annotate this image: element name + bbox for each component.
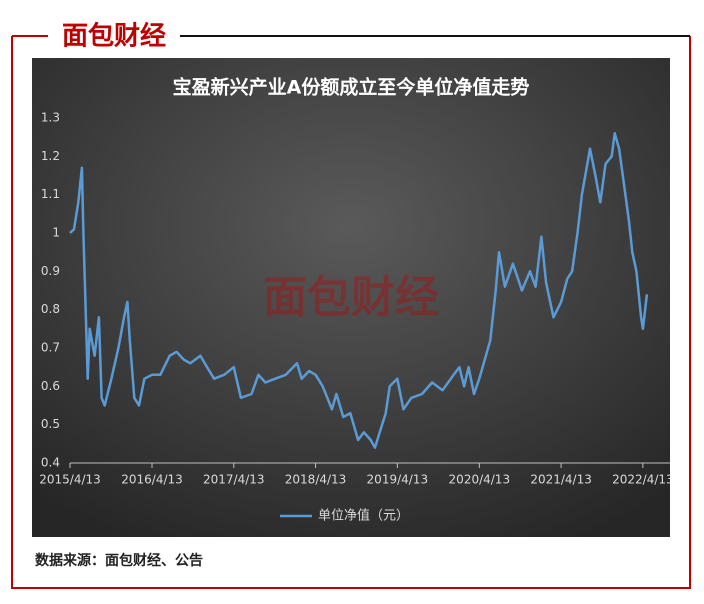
plot: 面包财经 0.4 0.5 0.6 0.7 0.8 0.9 1 1.1 1.2 1.3 2015/4/1… <box>39 111 674 524</box>
y-tick-label: 1.2 <box>41 149 60 163</box>
x-tick-label: 2019/4/13 <box>367 473 429 487</box>
y-tick-label: 0.4 <box>41 456 60 470</box>
y-tick-label: 0.6 <box>41 379 60 393</box>
source: 数据来源：面包财经、公告 <box>35 552 203 569</box>
x-tick-label: 2020/4/13 <box>449 473 511 487</box>
y-tick-label: 0.8 <box>41 302 60 316</box>
legend-label: 单位净值（元） <box>318 508 409 524</box>
series-line <box>69 132 649 449</box>
x-tick-label: 2021/4/13 <box>530 473 592 487</box>
frame <box>11 36 691 589</box>
y-tick-label: 0.5 <box>41 417 60 431</box>
y-tick-label: 0.9 <box>41 264 60 278</box>
x-tick-label: 2016/4/13 <box>121 473 183 487</box>
chart-title: 宝盈新兴产业A份额成立至今单位净值走势 <box>173 76 530 99</box>
y-tick-label: 1.1 <box>41 187 60 201</box>
y-tick-label: 1 <box>52 226 60 240</box>
chart-area <box>32 58 670 537</box>
watermark: 面包财经 <box>263 272 439 323</box>
y-tick-label: 0.7 <box>41 341 60 355</box>
x-tick-label: 2015/4/13 <box>39 473 101 487</box>
x-tick-label: 2018/4/13 <box>285 473 347 487</box>
logo: 面包财经 <box>62 21 166 52</box>
x-tick-label: 2017/4/13 <box>203 473 265 487</box>
x-tick-label: 2022/4/13 <box>612 473 674 487</box>
y-tick-label: 1.3 <box>41 111 60 125</box>
